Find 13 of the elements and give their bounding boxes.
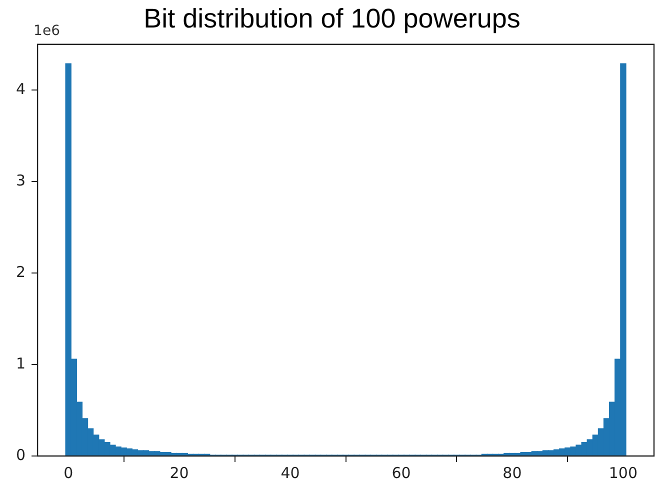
- x-tick-label: 40: [280, 464, 300, 482]
- x-tick-label: 100: [608, 464, 638, 482]
- y-tick-label: 1: [16, 354, 26, 372]
- text: 1e6: [34, 23, 60, 40]
- x-tick-label: 80: [502, 464, 522, 482]
- chart-title: Bit distribution of 100 powerups: [144, 4, 520, 34]
- y-tick-label: 0: [16, 446, 26, 464]
- y-tick-label: 3: [16, 171, 26, 190]
- y-tick-label: 2: [16, 262, 26, 281]
- y-tick-label: 4: [16, 80, 26, 98]
- x-tick-label: 0: [64, 464, 74, 482]
- x-tick-label: 20: [170, 464, 189, 482]
- x-tick-label: 60: [392, 464, 411, 482]
